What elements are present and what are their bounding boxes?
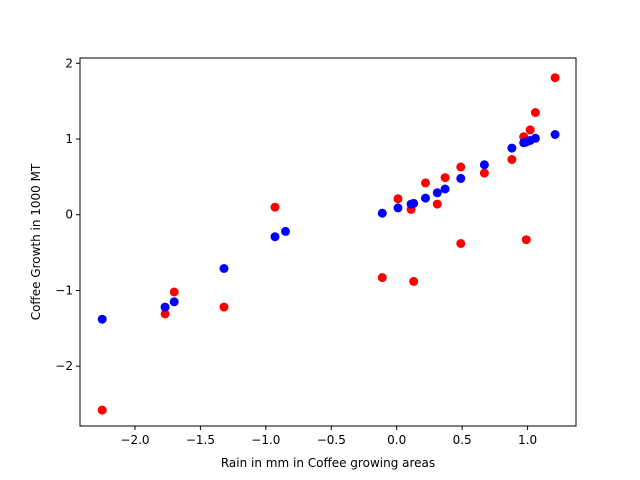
scatter-point-s1-9 bbox=[409, 276, 419, 286]
points-layer bbox=[97, 73, 560, 415]
scatter-point-s1-15 bbox=[479, 168, 489, 178]
scatter-point-s2-3 bbox=[169, 297, 179, 307]
scatter-point-s2-6 bbox=[281, 226, 290, 236]
x-tick-label: 0.5 bbox=[453, 433, 472, 447]
scatter-point-s1-12 bbox=[440, 173, 450, 183]
y-tick-label: 1 bbox=[65, 132, 73, 146]
y-tick-label: −1 bbox=[55, 283, 73, 297]
x-tick-label: 0.0 bbox=[387, 433, 406, 447]
scatter-point-s1-11 bbox=[432, 199, 442, 209]
plot-area bbox=[80, 58, 576, 426]
x-tick-label: −1.0 bbox=[251, 433, 280, 447]
y-tick-label: 2 bbox=[65, 56, 73, 70]
x-tick-label: −2.0 bbox=[120, 433, 149, 447]
scatter-point-s2-15 bbox=[479, 160, 489, 170]
scatter-point-s1-7 bbox=[393, 194, 403, 204]
y-tick-label: −2 bbox=[55, 359, 73, 373]
scatter-point-s2-16 bbox=[507, 143, 517, 153]
scatter-point-s1-13 bbox=[456, 162, 466, 172]
scatter-point-s2-12 bbox=[432, 188, 442, 198]
scatter-point-s1-1 bbox=[97, 405, 107, 415]
scatter-point-s2-11 bbox=[421, 193, 430, 203]
scatter-point-s2-1 bbox=[97, 314, 107, 324]
scatter-point-s1-2 bbox=[160, 309, 170, 319]
y-axis-ticks: −2 −1 0 1 2 bbox=[55, 56, 80, 373]
scatter-point-s2-5 bbox=[270, 232, 280, 242]
scatter-point-s1-19 bbox=[525, 125, 535, 135]
scatter-point-s2-4 bbox=[219, 264, 229, 273]
scatter-point-s1-3 bbox=[169, 287, 179, 297]
scatter-point-s1-18 bbox=[521, 235, 531, 245]
scatter-point-s1-20 bbox=[530, 108, 540, 117]
y-axis-label: Coffee Growth in 1000 MT bbox=[29, 163, 43, 320]
scatter-point-s2-8 bbox=[393, 203, 403, 213]
scatter-point-s2-14 bbox=[456, 173, 466, 183]
scatter-point-s1-6 bbox=[377, 273, 387, 283]
scatter-point-s2-21 bbox=[550, 130, 560, 139]
scatter-point-s2-7 bbox=[377, 208, 387, 218]
scatter-point-s1-16 bbox=[507, 155, 517, 164]
x-tick-label: −1.5 bbox=[186, 433, 215, 447]
scatter-point-s2-2 bbox=[160, 302, 170, 312]
scatter-point-s1-5 bbox=[270, 202, 280, 212]
scatter-point-s1-4 bbox=[219, 302, 229, 312]
x-axis-ticks: −2.0 −1.5 −1.0 −0.5 0.0 0.5 1.0 bbox=[120, 426, 537, 447]
x-tick-label: −0.5 bbox=[317, 433, 346, 447]
scatter-point-s1-10 bbox=[421, 178, 430, 188]
x-tick-label: 1.0 bbox=[518, 433, 537, 447]
plot-frame bbox=[79, 57, 577, 427]
scatter-point-s2-13 bbox=[440, 184, 450, 194]
scatter-point-s2-20 bbox=[530, 133, 540, 143]
x-axis-label: Rain in mm in Coffee growing areas bbox=[221, 456, 435, 470]
scatter-point-s1-14 bbox=[456, 239, 466, 248]
scatter-point-s1-21 bbox=[550, 73, 560, 83]
y-tick-label: 0 bbox=[65, 208, 73, 222]
scatter-point-s2-10 bbox=[409, 198, 419, 208]
